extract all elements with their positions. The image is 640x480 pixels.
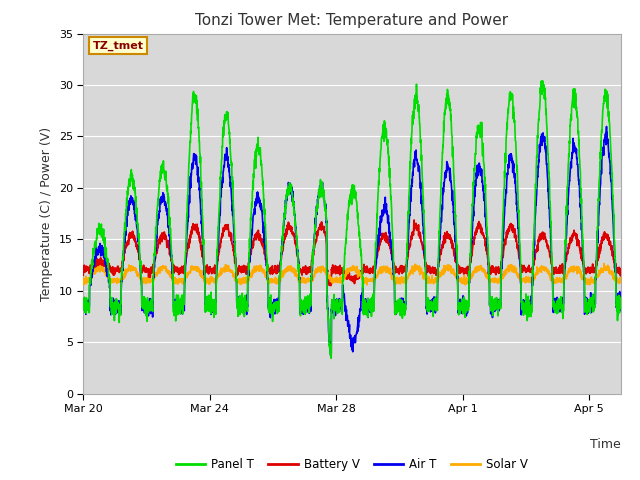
Title: Tonzi Tower Met: Temperature and Power: Tonzi Tower Met: Temperature and Power (195, 13, 509, 28)
Text: Time: Time (590, 438, 621, 451)
Legend: Panel T, Battery V, Air T, Solar V: Panel T, Battery V, Air T, Solar V (171, 454, 533, 476)
Y-axis label: Temperature (C) / Power (V): Temperature (C) / Power (V) (40, 127, 53, 300)
Text: TZ_tmet: TZ_tmet (93, 41, 144, 51)
